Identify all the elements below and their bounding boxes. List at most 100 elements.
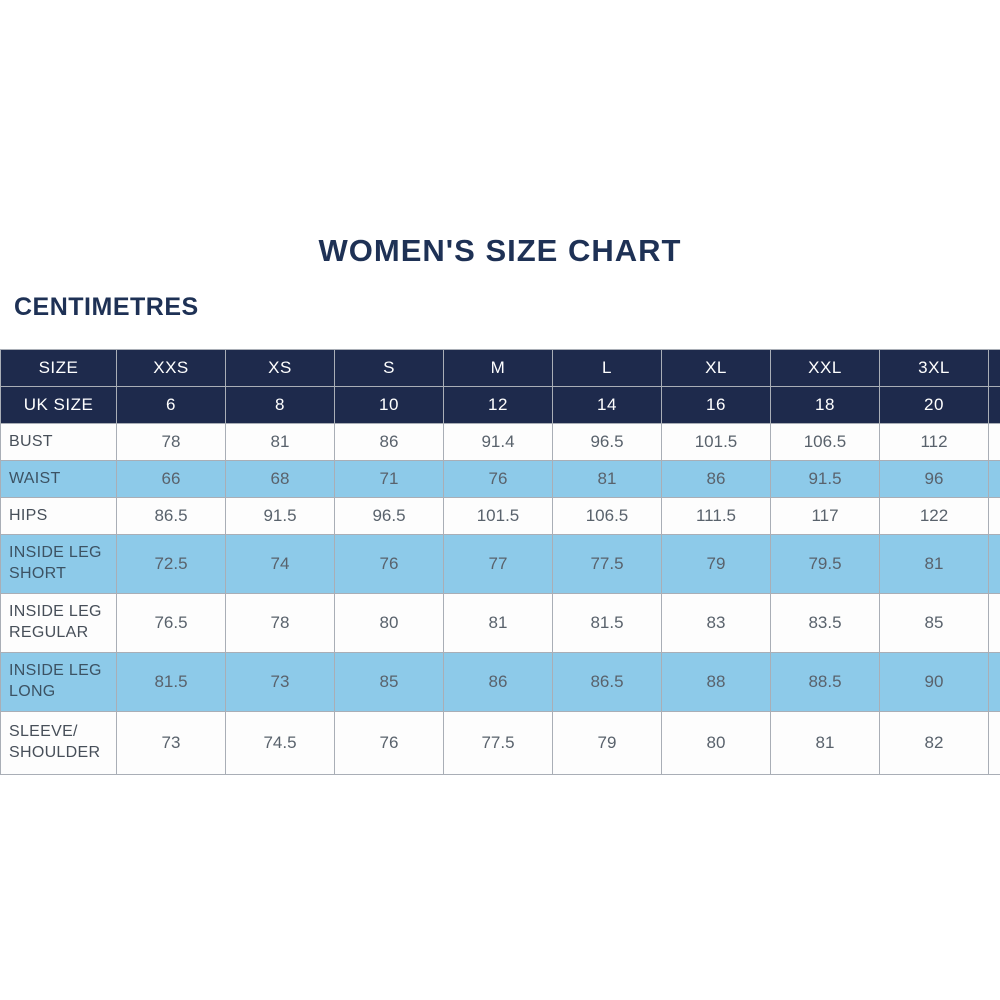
row-label-cell: INSIDE LEG SHORT	[0, 534, 117, 594]
row-label-cell: INSIDE LEG LONG	[0, 652, 117, 712]
header-cell: 8	[225, 386, 335, 424]
data-cell: 106.5	[770, 423, 880, 461]
size-table: SIZE XXS XS S M L XL XXL 3XL UK SIZE 6 8 10 12 14 16 18 2…	[0, 349, 1000, 775]
data-cell: 74	[225, 534, 335, 594]
data-cell: 81	[225, 423, 335, 461]
data-cell: 78	[225, 593, 335, 653]
data-cell: 111.5	[661, 497, 771, 535]
data-cell: 85	[879, 593, 989, 653]
size-table-body: BUST 78 81 86 91.4 96.5 101.5 106.5 112 WAIST 66 68…	[0, 423, 1000, 775]
data-cell: 83.5	[770, 593, 880, 653]
page-title: WOMEN'S SIZE CHART	[318, 233, 682, 268]
data-cell: 112	[879, 423, 989, 461]
data-cell: 79	[661, 534, 771, 594]
table-row: INSIDE LEG LONG 81.5 73 85 86 86.5 88 88.5 90	[0, 652, 1000, 712]
data-cell: 83	[661, 593, 771, 653]
header-cell: 10	[334, 386, 444, 424]
data-cell: 81	[770, 711, 880, 775]
data-cell: 88	[661, 652, 771, 712]
data-cell: 73	[116, 711, 226, 775]
data-cell: 80	[334, 593, 444, 653]
data-cell: 72.5	[116, 534, 226, 594]
data-cell: 86	[661, 460, 771, 498]
data-cell: 106.5	[552, 497, 662, 535]
table-row: SLEEVE/ SHOULDER 73 74.5 76 77.5 79 80 81 82	[0, 711, 1000, 775]
data-cell: 81.5	[552, 593, 662, 653]
data-cell: 76	[334, 534, 444, 594]
data-cell: 117	[770, 497, 880, 535]
clipped-header-cell	[988, 386, 1000, 424]
data-cell: 101.5	[661, 423, 771, 461]
table-row: HIPS 86.5 91.5 96.5 101.5 106.5 111.5 117 122	[0, 497, 1000, 535]
data-cell: 77.5	[552, 534, 662, 594]
data-cell: 81.5	[116, 652, 226, 712]
data-cell: 96.5	[552, 423, 662, 461]
header-cell: L	[552, 349, 662, 387]
data-cell: 88.5	[770, 652, 880, 712]
header-cell: 18	[770, 386, 880, 424]
header-cell: XL	[661, 349, 771, 387]
data-cell: 79.5	[770, 534, 880, 594]
header-cell: 3XL	[879, 349, 989, 387]
row-label-cell: WAIST	[0, 460, 117, 498]
data-cell: 66	[116, 460, 226, 498]
header-label-cell: SIZE	[0, 349, 117, 387]
row-label-cell: HIPS	[0, 497, 117, 535]
unit-label: CENTIMETRES	[14, 293, 199, 321]
data-cell: 73	[225, 652, 335, 712]
data-cell: 81	[879, 534, 989, 594]
data-cell: 76	[334, 711, 444, 775]
header-cell: 12	[443, 386, 553, 424]
table-row: BUST 78 81 86 91.4 96.5 101.5 106.5 112	[0, 423, 1000, 461]
clipped-cell	[988, 652, 1000, 712]
data-cell: 81	[552, 460, 662, 498]
clipped-cell	[988, 711, 1000, 775]
data-cell: 101.5	[443, 497, 553, 535]
table-row: WAIST 66 68 71 76 81 86 91.5 96	[0, 460, 1000, 498]
header-cell: 16	[661, 386, 771, 424]
data-cell: 91.5	[225, 497, 335, 535]
data-cell: 81	[443, 593, 553, 653]
size-table-container: SIZE XXS XS S M L XL XXL 3XL UK SIZE 6 8 10 12 14 16 18 2…	[0, 349, 1000, 775]
clipped-header-cell	[988, 349, 1000, 387]
data-cell: 76.5	[116, 593, 226, 653]
data-cell: 96	[879, 460, 989, 498]
data-cell: 96.5	[334, 497, 444, 535]
data-cell: 80	[661, 711, 771, 775]
row-label-cell: BUST	[0, 423, 117, 461]
clipped-cell	[988, 423, 1000, 461]
data-cell: 86.5	[552, 652, 662, 712]
header-cell: 6	[116, 386, 226, 424]
data-cell: 90	[879, 652, 989, 712]
header-cell: 14	[552, 386, 662, 424]
clipped-cell	[988, 534, 1000, 594]
data-cell: 91.4	[443, 423, 553, 461]
data-cell: 82	[879, 711, 989, 775]
table-row: INSIDE LEG SHORT 72.5 74 76 77 77.5 79 79.5 81	[0, 534, 1000, 594]
data-cell: 86.5	[116, 497, 226, 535]
header-cell: XXS	[116, 349, 226, 387]
header-cell: M	[443, 349, 553, 387]
header-cell: XS	[225, 349, 335, 387]
table-header-row: SIZE XXS XS S M L XL XXL 3XL	[0, 349, 1000, 387]
data-cell: 77.5	[443, 711, 553, 775]
data-cell: 77	[443, 534, 553, 594]
data-cell: 86	[334, 423, 444, 461]
header-cell: 20	[879, 386, 989, 424]
data-cell: 78	[116, 423, 226, 461]
header-cell: S	[334, 349, 444, 387]
data-cell: 85	[334, 652, 444, 712]
data-cell: 79	[552, 711, 662, 775]
header-label-cell: UK SIZE	[0, 386, 117, 424]
table-row: INSIDE LEG REGULAR 76.5 78 80 81 81.5 83 83.5 85	[0, 593, 1000, 653]
clipped-cell	[988, 497, 1000, 535]
data-cell: 122	[879, 497, 989, 535]
table-header-row: UK SIZE 6 8 10 12 14 16 18 20	[0, 386, 1000, 424]
data-cell: 68	[225, 460, 335, 498]
data-cell: 71	[334, 460, 444, 498]
size-table-head: SIZE XXS XS S M L XL XXL 3XL UK SIZE 6 8 10 12 14 16 18 2…	[0, 349, 1000, 424]
header-cell: XXL	[770, 349, 880, 387]
data-cell: 76	[443, 460, 553, 498]
clipped-cell	[988, 593, 1000, 653]
row-label-cell: SLEEVE/ SHOULDER	[0, 711, 117, 775]
